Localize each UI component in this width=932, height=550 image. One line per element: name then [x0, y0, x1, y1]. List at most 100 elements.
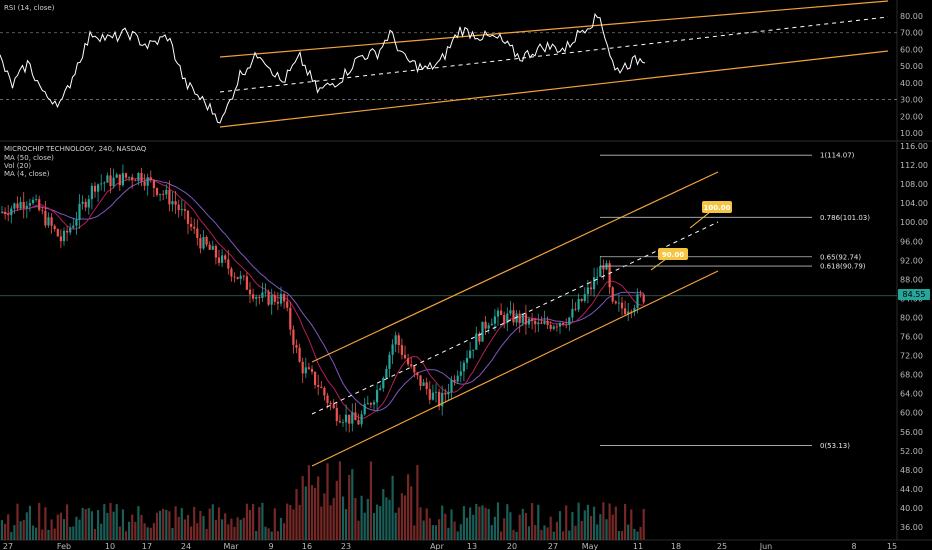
volume-bar	[323, 493, 326, 540]
candle-body	[490, 323, 493, 326]
price-tick-label: 36.00	[900, 523, 923, 532]
volume-bar	[574, 525, 577, 540]
candle	[19, 196, 22, 211]
candle-body	[109, 175, 112, 187]
volume-bar	[72, 526, 75, 540]
volume-bar	[360, 495, 363, 540]
candle	[568, 316, 571, 332]
candle-body	[549, 325, 552, 329]
candle-body	[481, 321, 484, 342]
volume-bar	[152, 523, 155, 540]
candle-body	[453, 379, 456, 382]
candle-body	[84, 201, 87, 208]
volume-bar	[441, 505, 444, 540]
candle-body	[317, 384, 320, 387]
volume-bar	[385, 497, 388, 540]
candle	[180, 199, 183, 216]
candle	[270, 288, 273, 315]
candle-body	[512, 310, 515, 323]
candle	[56, 228, 59, 237]
candle-body	[314, 371, 317, 385]
volume-bar	[217, 507, 221, 540]
candle-body	[620, 302, 624, 309]
volume-bar	[403, 495, 407, 540]
candle-body	[53, 225, 56, 230]
volume-bar	[379, 506, 382, 540]
volume-bar	[475, 503, 478, 540]
candle	[90, 183, 93, 210]
candle	[444, 388, 447, 403]
candle	[143, 173, 146, 191]
volume-bar	[478, 506, 481, 540]
candle-body	[162, 193, 165, 195]
trend-channels	[219, 0, 889, 467]
time-tick-label: 11	[633, 542, 643, 550]
volume-bar	[165, 509, 168, 540]
volume-bar	[614, 506, 617, 540]
volume-bar	[462, 506, 465, 540]
candle-body	[310, 368, 314, 372]
volume-bar	[605, 519, 608, 540]
candle-body	[140, 173, 143, 182]
candle-body	[171, 201, 174, 205]
candle	[543, 310, 546, 325]
target-label-text: 90.00	[662, 251, 684, 259]
volume-bar	[518, 514, 521, 540]
candle-body	[90, 185, 93, 200]
candle-body	[295, 344, 298, 348]
candle-body	[360, 414, 363, 425]
candle	[81, 195, 84, 210]
volume-bar	[69, 526, 72, 540]
volume-bar	[419, 507, 422, 540]
candle-body	[16, 203, 19, 209]
candle-body	[93, 185, 97, 192]
candle	[434, 383, 438, 403]
volume-bar	[221, 519, 224, 540]
volume-bar	[627, 524, 630, 540]
volume-bar	[13, 525, 16, 540]
candle	[565, 318, 568, 329]
volume-bar	[242, 517, 245, 540]
candle	[193, 218, 196, 234]
candle-body	[478, 333, 481, 342]
volume-bar	[586, 504, 589, 540]
candle-body	[552, 326, 555, 329]
candle	[571, 298, 574, 322]
candle-body	[131, 177, 134, 181]
candle	[162, 190, 165, 201]
target-label-bg	[702, 201, 732, 213]
candle-body	[636, 294, 639, 309]
candle-body	[193, 226, 196, 229]
volume-bar	[484, 507, 487, 540]
candle-body	[217, 257, 221, 263]
volume-bar	[140, 514, 143, 540]
volume-bar	[283, 523, 286, 540]
volume-bar	[112, 511, 115, 540]
candle	[326, 392, 329, 409]
candle	[78, 194, 81, 229]
candle-body	[565, 324, 568, 326]
time-tick-label: 15	[887, 542, 897, 550]
volume-bar	[555, 521, 558, 540]
candle-body	[13, 203, 16, 209]
candle-body	[462, 362, 465, 372]
volume-bar	[565, 505, 568, 540]
candle-body	[379, 388, 382, 390]
candle	[155, 187, 159, 197]
candle-body	[450, 379, 453, 393]
candle	[242, 274, 245, 281]
candle	[276, 292, 279, 311]
candle	[428, 380, 431, 405]
candle	[252, 288, 255, 302]
candle-body	[19, 201, 22, 209]
volume-bar	[509, 512, 512, 540]
candle-body	[128, 177, 131, 178]
volume-bar	[341, 496, 345, 540]
candle-body	[385, 368, 388, 378]
candle-body	[261, 292, 264, 298]
price-tick-label: 56.00	[900, 428, 923, 437]
candle-body	[41, 209, 44, 211]
volume-bar	[434, 525, 438, 540]
candle	[267, 289, 270, 307]
target-label-text: 100.00	[703, 204, 730, 212]
